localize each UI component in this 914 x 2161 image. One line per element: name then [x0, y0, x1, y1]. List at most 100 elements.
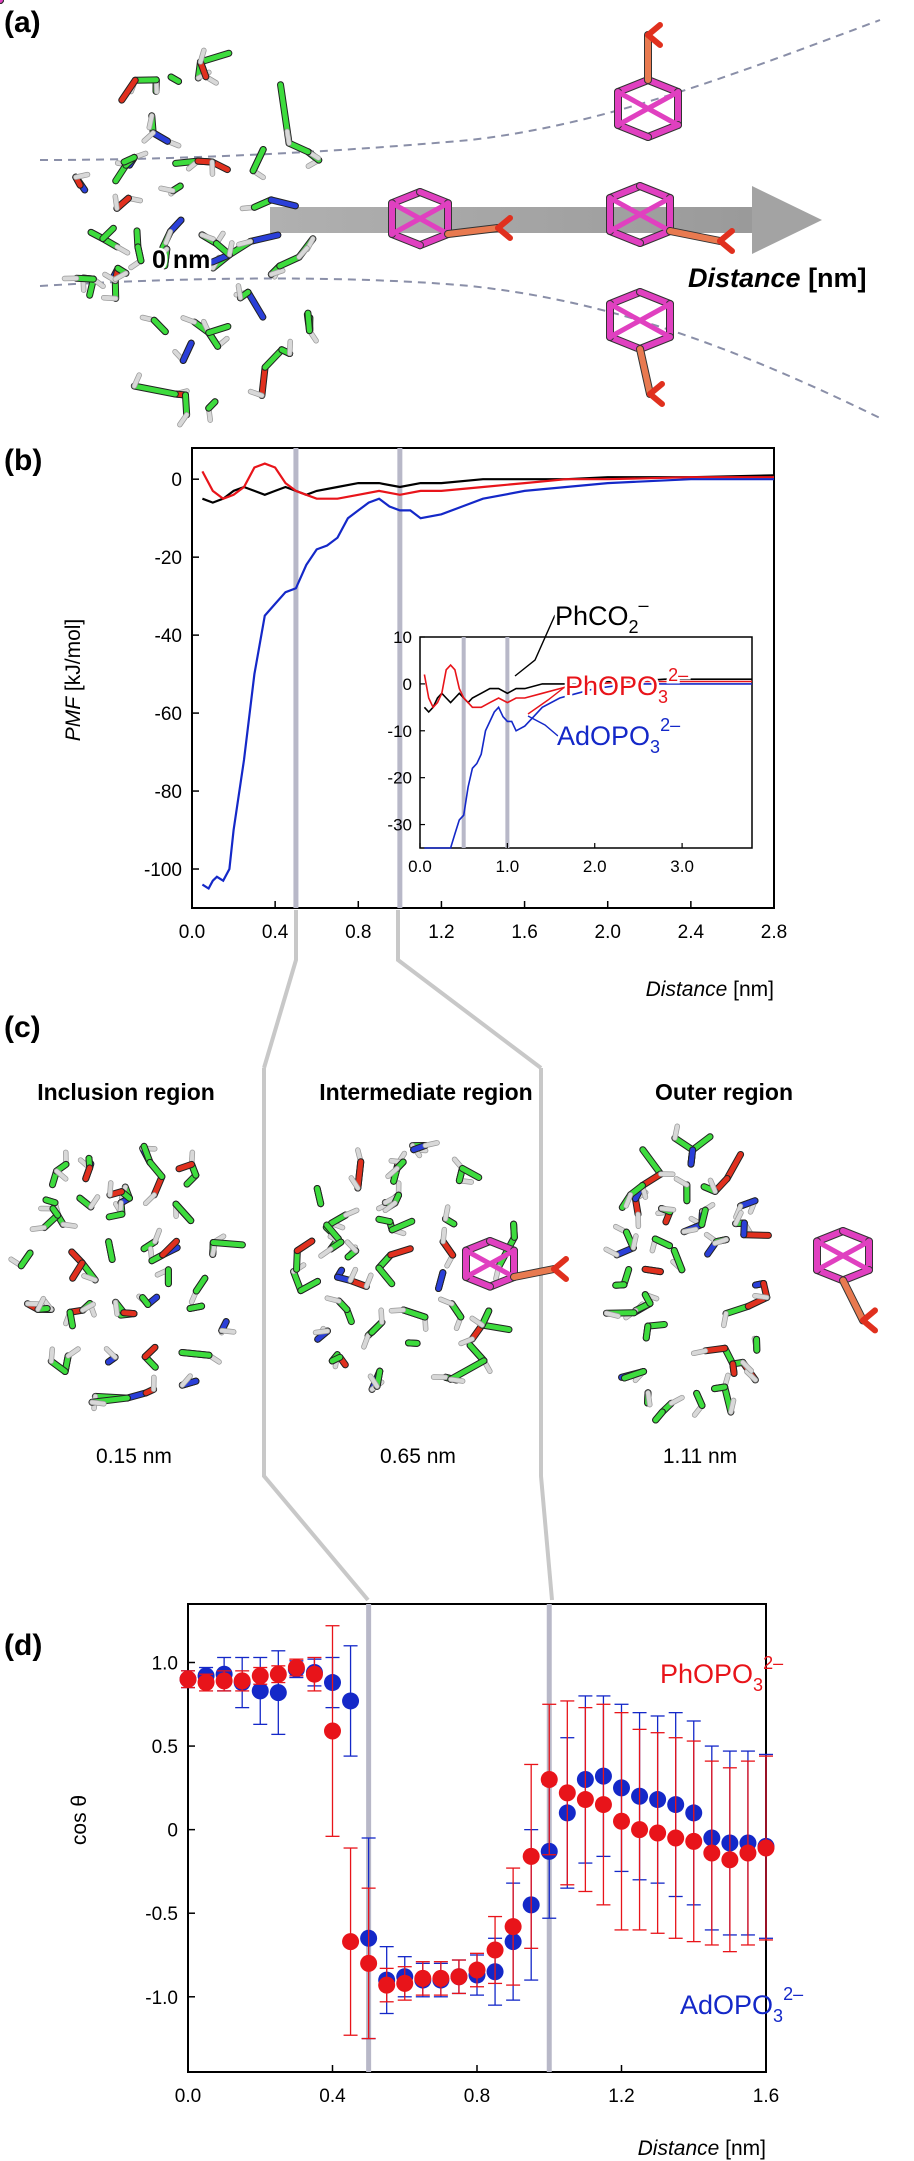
pmf-x-tick-label-5: 2.0 — [595, 922, 621, 943]
cos-theta-y-ticks: 1.0 0.5 0 -0.5 -1.0 — [145, 1654, 195, 2009]
cos-point-phopo3-22 — [576, 1791, 594, 1809]
inset-x-tick-label-1: 1.0 — [496, 857, 520, 876]
connector-left-top — [262, 910, 298, 1069]
inset-y-tick-label-0: 10 — [393, 628, 412, 647]
inset-x-tick-label-3: 3.0 — [670, 857, 694, 876]
pmf-plot-frame — [191, 447, 775, 909]
cos-point-phopo3-26 — [649, 1824, 667, 1842]
cos-point-phopo3-5 — [269, 1665, 287, 1683]
pmf-line-adopo3 — [201, 478, 774, 891]
inset-y-tick-label-1: 0 — [403, 675, 412, 694]
pmf-inset-frame — [419, 636, 753, 849]
cos-legend-label-phopo3: PhOPO32– — [660, 1653, 783, 1695]
panel-b: (b) 0.0 0.4 0.8 1.2 1.6 2.0 2.4 2.8 0 -20 -40 -60 -… — [4, 444, 787, 1001]
pmf-x-axis-label: Distance [nm] — [646, 978, 774, 1001]
cos-point-phopo3-17 — [486, 1941, 504, 1959]
cos-y-tick-label-2: 0 — [167, 1821, 178, 1842]
cos-y-tick-label-1: 0.5 — [152, 1737, 178, 1758]
pmf-x-tick-label-0: 0.0 — [179, 922, 205, 943]
pmf-chart: 0.0 0.4 0.8 1.2 1.6 2.0 2.4 2.8 0 -20 -40 -60 -80 -1… — [62, 447, 787, 1001]
pmf-legend-label-phco2: PhCO2– — [555, 595, 649, 637]
pmf-legend-label-phopo3: PhOPO32– — [565, 665, 688, 707]
cos-point-phopo3-12 — [396, 1974, 414, 1992]
cos-point-phopo3-3 — [233, 1672, 251, 1690]
panel-label-b: (b) — [4, 444, 42, 477]
pmf-legend-leader-adopo3 — [527, 715, 559, 737]
inset-y-ticks: 10 0 -10 -20 -30 — [387, 628, 425, 835]
cos-point-adopo3-5 — [269, 1684, 287, 1702]
region-distance-intermediate: 0.65 nm — [380, 1445, 456, 1468]
inset-x-tick-label-0: 0.0 — [408, 857, 432, 876]
connector-right-top — [396, 910, 543, 1070]
pmf-x-tick-label-1: 0.4 — [262, 922, 289, 943]
inset-series — [423, 663, 752, 849]
cos-point-phopo3-11 — [378, 1976, 396, 1994]
cos-point-phopo3-18 — [504, 1918, 522, 1936]
cos-point-phopo3-7 — [305, 1665, 323, 1683]
region-title-outer: Outer region — [655, 1079, 793, 1105]
cos-point-phopo3-19 — [522, 1847, 540, 1865]
panel-a-axis-label: Distance [nm] — [688, 263, 867, 293]
distance-arrow-head — [752, 186, 822, 254]
panel-a-axis-label-italic: Distance — [688, 263, 801, 293]
cos-point-adopo3-9 — [342, 1692, 360, 1710]
pmf-x-tick-label-6: 2.4 — [678, 922, 705, 943]
pmf-series — [201, 462, 775, 891]
guest-molecule-center — [606, 182, 735, 254]
inset-line-adopo3 — [424, 683, 752, 849]
inset-y-tick-label-2: -10 — [387, 722, 412, 741]
pmf-y-axis-label: PMF [kJ/mol] — [62, 619, 85, 742]
cos-point-phopo3-28 — [685, 1832, 703, 1850]
cos-theta-chart: 0.0 0.4 0.8 1.2 1.6 1.0 0.5 0 -0.5 -1.0 cos θ Di… — [68, 1603, 803, 2160]
pmf-legend-leader-phco2 — [514, 614, 556, 677]
cos-y-tick-label-4: -1.0 — [145, 1988, 178, 2009]
cos-point-phopo3-8 — [324, 1722, 341, 1740]
molecule-outer — [602, 1123, 772, 1424]
cos-point-phopo3-29 — [703, 1844, 721, 1862]
pmf-x-tick-label-4: 1.6 — [511, 922, 537, 943]
inset-y-tick-label-3: -20 — [387, 769, 412, 788]
cos-point-phopo3-9 — [342, 1933, 360, 1951]
cos-point-phopo3-25 — [631, 1821, 649, 1839]
pmf-y-tick-label-5: -100 — [144, 860, 182, 881]
pmf-y-axis-label-italic: PMF — [62, 696, 85, 742]
cos-point-phopo3-13 — [414, 1969, 432, 1987]
cos-point-phopo3-4 — [251, 1667, 269, 1685]
panel-label-a: (a) — [4, 6, 41, 39]
cos-x-tick-label-3: 1.2 — [608, 2086, 634, 2107]
cos-point-phopo3-32 — [757, 1839, 775, 1857]
cos-point-phopo3-10 — [360, 1954, 378, 1972]
cos-series-phopo3 — [179, 1625, 775, 2040]
guest-molecule-bottom — [606, 288, 674, 407]
cos-point-phopo3-30 — [721, 1851, 739, 1869]
guest-molecule-top — [614, 22, 682, 141]
guest-molecule-mid — [388, 188, 513, 250]
cos-point-phopo3-6 — [287, 1659, 305, 1677]
origin-label: 0 nm — [152, 246, 210, 274]
region-title-intermediate: Intermediate region — [319, 1079, 532, 1105]
connector-left-bottom — [262, 1068, 370, 1602]
panel-d: (d) 0.0 0.4 0.8 1.2 1.6 1.0 0.5 0 -0.5 -1.0 cos … — [4, 1603, 803, 2160]
cos-theta-region-markers — [366, 1604, 552, 2072]
cos-point-phopo3-20 — [540, 1771, 558, 1788]
cos-y-tick-label-3: -0.5 — [145, 1904, 178, 1925]
cos-point-phopo3-23 — [594, 1796, 612, 1814]
pmf-x-ticks: 0.0 0.4 0.8 1.2 1.6 2.0 2.4 2.8 — [179, 901, 787, 943]
pmf-y-tick-label-2: -40 — [155, 626, 182, 647]
panel-label-d: (d) — [4, 1629, 42, 1662]
cos-point-phopo3-21 — [558, 1784, 576, 1802]
panel-a-axis-label-unit: [nm] — [801, 263, 867, 293]
panel-label-c: (c) — [4, 1011, 41, 1044]
pmf-x-tick-label-3: 1.2 — [428, 922, 454, 943]
cos-point-phopo3-24 — [613, 1812, 630, 1830]
pmf-region-markers — [293, 448, 403, 908]
pmf-legend-label-adopo3: AdOPO32– — [557, 715, 680, 757]
envelope-lower — [39, 277, 881, 419]
cos-theta-x-ticks: 0.0 0.4 0.8 1.2 1.6 — [175, 2065, 779, 2107]
cos-y-tick-label-0: 1.0 — [152, 1654, 178, 1675]
cos-theta-x-axis-label: Distance [nm] — [638, 2137, 766, 2160]
molecule-inclusion — [8, 1142, 246, 1412]
pmf-x-tick-label-7: 2.8 — [761, 922, 787, 943]
inset-line-phopo3 — [423, 663, 752, 709]
region-title-inclusion: Inclusion region — [37, 1079, 215, 1105]
